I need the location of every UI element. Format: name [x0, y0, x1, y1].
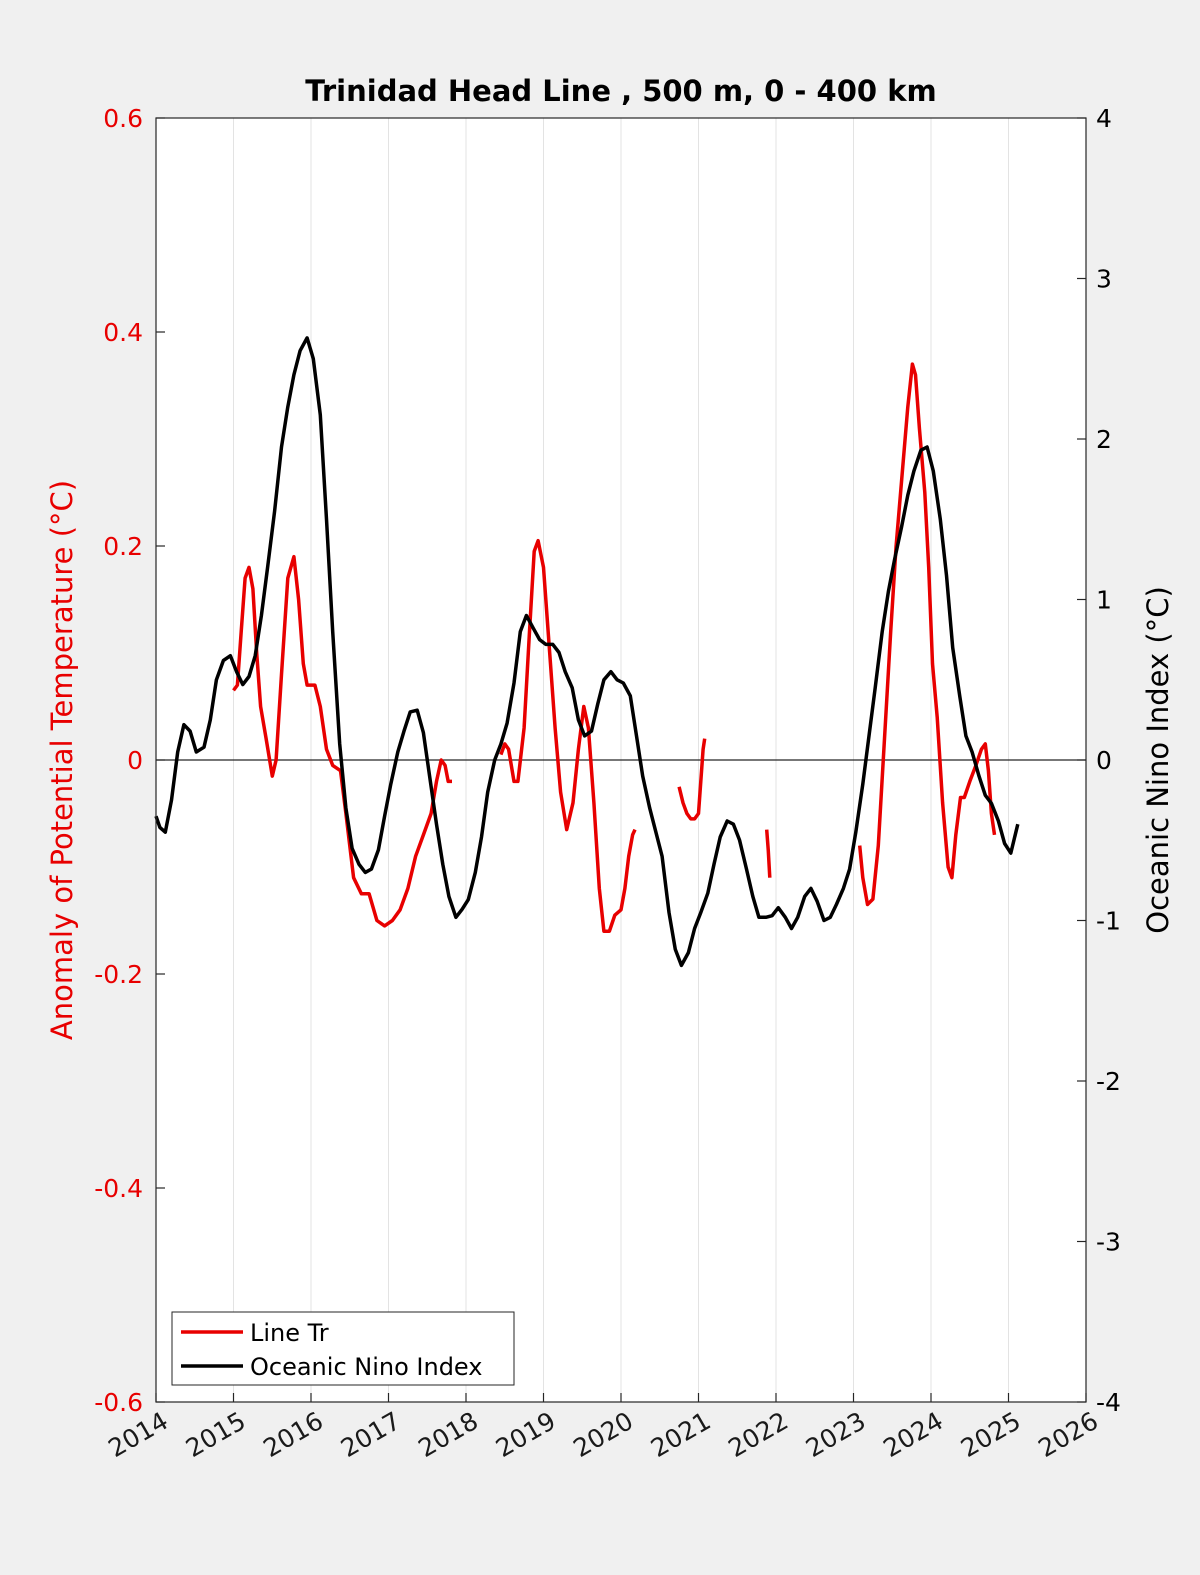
left-tick-label: 0.6	[103, 104, 143, 133]
left-tick-label: -0.2	[94, 960, 143, 989]
left-tick-label: -0.6	[94, 1388, 143, 1417]
x-tick-label: 2024	[878, 1406, 948, 1463]
x-tick-label: 2019	[491, 1406, 561, 1463]
right-axis-label: Oceanic Nino Index (°C)	[1141, 586, 1175, 934]
left-axis: -0.6 -0.4 -0.2 0 0.2 0.4 0.6	[94, 104, 165, 1417]
legend: Line Tr Oceanic Nino Index	[171, 1311, 515, 1386]
right-tick-label: 3	[1096, 265, 1112, 294]
x-tick-label: 2022	[723, 1406, 793, 1463]
right-tick-label: -1	[1096, 907, 1121, 936]
line-tr-series-line	[677, 738, 707, 821]
right-tick-label: 4	[1096, 104, 1112, 133]
right-tick-label: 1	[1096, 586, 1112, 615]
left-tick-label: 0.2	[103, 532, 143, 561]
legend-oni-label: Oceanic Nino Index	[250, 1353, 482, 1381]
legend-box	[171, 1311, 515, 1386]
legend-line-tr-label: Line Tr	[250, 1319, 329, 1347]
line-tr-series-line	[764, 829, 772, 878]
chart-title: Trinidad Head Line , 500 m, 0 - 400 km	[305, 74, 936, 108]
right-tick-label: -3	[1096, 1228, 1121, 1257]
x-tick-label: 2018	[413, 1406, 483, 1463]
right-tick-label: 0	[1096, 746, 1112, 775]
x-tick-label: 2026	[1033, 1406, 1103, 1463]
right-tick-label: -2	[1096, 1067, 1121, 1096]
left-tick-label: 0.4	[103, 318, 143, 347]
left-tick-label: -0.4	[94, 1174, 143, 1203]
right-tick-label: -4	[1096, 1388, 1121, 1417]
line-tr-series-line	[232, 554, 452, 928]
x-tick-label: 2015	[181, 1406, 251, 1463]
x-tick-label: 2025	[956, 1406, 1026, 1463]
right-tick-label: 2	[1096, 425, 1112, 454]
left-axis-label: Anomaly of Potential Temperature (°C)	[45, 480, 79, 1040]
line-tr-series-line	[499, 538, 637, 933]
right-axis: -4 -3 -2 -1 0 1 2 3 4	[1077, 104, 1121, 1417]
x-tick-label: 2020	[568, 1406, 638, 1463]
x-tick-label: 2021	[646, 1406, 716, 1463]
series-layer	[154, 336, 1020, 968]
x-tick-label: 2017	[336, 1406, 406, 1463]
x-tick-label: 2023	[801, 1406, 871, 1463]
x-tick-label: 2016	[258, 1406, 328, 1463]
oceanic-nino-index-series-line	[154, 336, 1020, 968]
left-tick-label: 0	[127, 746, 143, 775]
x-axis: 2014 2015 2016 2017 2018 2019 2020 2021 2022 2023…	[103, 1393, 1103, 1463]
